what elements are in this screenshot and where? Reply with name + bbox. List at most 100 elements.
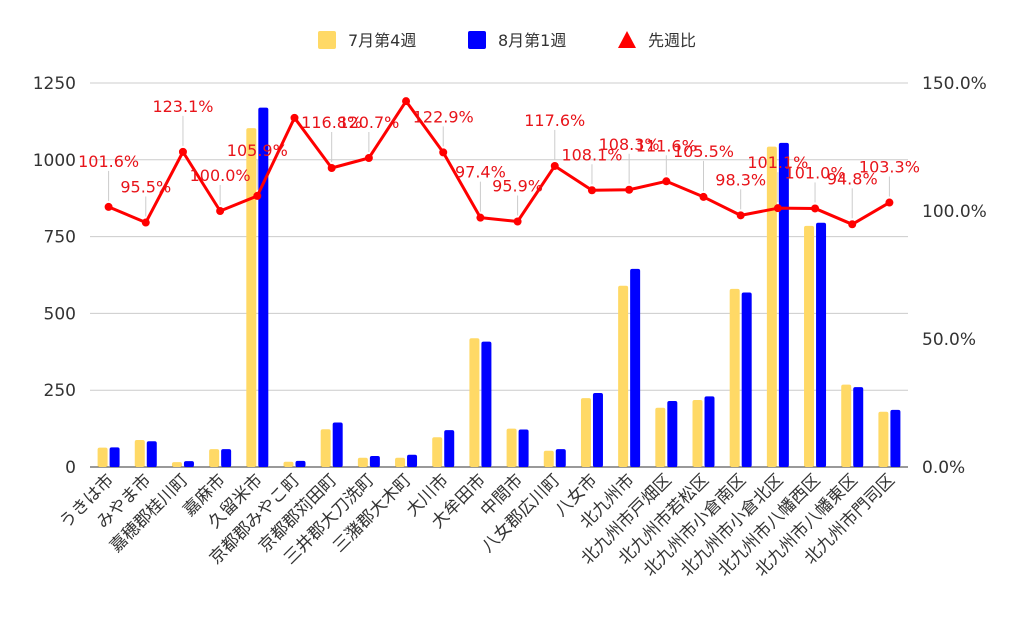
right-tick-label: 0.0% [922,458,965,478]
bar-7月第4週 [692,400,703,467]
ratio-point [216,207,225,215]
data-label: 101.1% [747,153,808,172]
bar-7月第4週 [580,398,591,467]
ratio-point [402,97,411,106]
data-label: 95.9% [492,176,543,195]
bar-8月第1週 [592,392,603,467]
ratio-point [513,217,522,226]
legend-label: 8月第1週 [498,31,566,50]
left-axis-ticks: 0 250 500 750 1000 1250 [33,74,76,478]
bar-8月第1週 [704,396,715,467]
bar-7月第4週 [357,457,368,467]
ratio-point [885,198,894,207]
ratio-point [178,147,187,156]
ratio-point [327,163,336,172]
bar-8月第1週 [816,222,827,467]
ratio-point [587,186,596,195]
data-label: 111.6% [636,136,697,155]
bar-8月第1週 [741,292,752,467]
legend-label: 先週比 [648,31,696,50]
bar-8月第1週 [890,409,901,467]
left-tick-label: 1000 [33,151,76,171]
bar-7月第4週 [804,225,815,467]
bar-8月第1週 [221,449,232,467]
bar-7月第4週 [134,439,145,467]
data-label: 98.3% [715,170,766,189]
ratio-point [253,191,262,200]
bar-7月第4週 [171,462,182,467]
data-label: 105.5% [673,142,734,161]
data-label: 103.3% [859,158,920,177]
legend-swatch [618,31,636,48]
bar-8月第1週 [853,387,864,467]
data-labels: 101.6% 95.5% 123.1% 100.0% 105.9% 116.8%120.7… [78,97,920,219]
ratio-point [773,204,782,213]
bar-8月第1週 [258,107,269,468]
data-label: 95.5% [120,178,171,197]
bar-7月第4週 [395,457,406,467]
bar-7月第4週 [209,449,220,467]
bar-7月第4週 [543,450,554,467]
right-tick-label: 100.0% [922,202,987,222]
bar-7月第4週 [432,437,443,467]
left-tick-label: 1250 [33,74,76,94]
bar-7月第4週 [841,384,852,467]
bar-8月第1週 [518,429,529,467]
bar-8月第1週 [109,447,120,467]
bar-7月第4週 [320,429,331,467]
bar-7月第4週 [655,407,666,467]
left-tick-label: 750 [44,228,76,248]
data-label: 122.9% [413,107,474,126]
ratio-point [848,220,857,229]
bar-8月第1週 [630,268,641,467]
left-tick-label: 250 [44,381,76,401]
ratio-point [439,148,448,157]
right-axis-ticks: 0.0% 50.0% 100.0% 150.0% [922,74,987,478]
ratio-point [736,211,745,220]
legend: 7月第4週 8月第1週 先週比 [318,31,696,50]
right-tick-label: 50.0% [922,330,976,350]
data-label: 120.7% [338,113,399,132]
legend-swatch [468,31,486,49]
category-labels: うきは市みやま市嘉穂郡桂川町嘉麻市久留米市京都郡みやこ町京都郡苅田町三井郡大刀洗… [56,470,899,580]
legend-label: 7月第4週 [348,31,416,50]
bar-8月第1週 [407,454,418,467]
bar-7月第4週 [506,428,517,467]
ratio-point [290,113,299,122]
ratio-point [625,185,634,194]
bars [97,107,901,468]
ratio-point [141,218,150,227]
data-label: 108.3% [599,135,660,154]
ratio-line-path [108,99,891,226]
bar-8月第1週 [369,455,380,467]
ratio-point [364,154,373,163]
bar-8月第1週 [481,341,492,467]
data-label: 116.8% [301,113,362,132]
bar-7月第4週 [766,146,777,467]
bar-8月第1週 [295,460,306,467]
bar-7月第4週 [878,411,889,467]
ratio-line [104,97,894,229]
ratio-point [476,213,485,222]
bar-8月第1週 [444,430,455,467]
ratio-point [550,161,559,170]
bar-7月第4週 [618,285,629,467]
right-tick-label: 150.0% [922,74,987,94]
bar-7月第4週 [469,338,480,467]
data-label: 97.4% [455,163,506,182]
data-label: 100.0% [190,166,251,185]
ratio-point [699,192,708,201]
ratio-point [662,177,671,186]
bar-7月第4週 [246,128,257,468]
ratio-point [811,204,820,213]
bar-8月第1週 [146,441,157,467]
data-label: 105.9% [227,141,288,160]
bar-7月第4週 [729,288,740,467]
bar-7月第4週 [283,461,294,467]
left-tick-label: 500 [44,304,76,324]
data-label: 94.8% [827,169,878,188]
data-label: 108.1% [561,145,622,164]
bar-8月第1週 [555,449,566,467]
data-label: 101.6% [78,152,139,171]
